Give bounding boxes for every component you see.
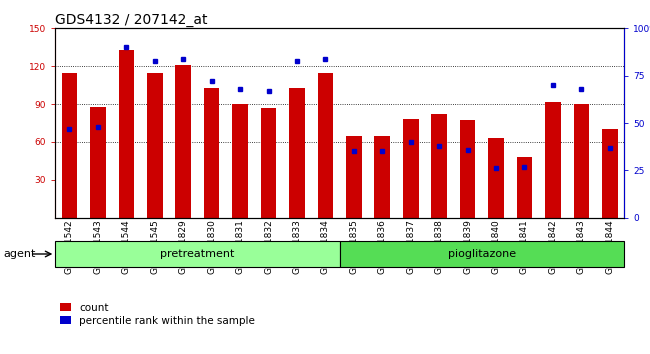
FancyBboxPatch shape xyxy=(55,241,339,267)
Bar xyxy=(204,88,220,218)
Bar xyxy=(545,102,561,218)
Bar xyxy=(432,114,447,218)
Bar xyxy=(90,107,106,218)
Bar xyxy=(232,104,248,218)
Bar xyxy=(460,120,475,218)
Bar xyxy=(118,50,134,218)
Bar xyxy=(346,136,361,218)
Bar xyxy=(573,104,589,218)
Text: GDS4132 / 207142_at: GDS4132 / 207142_at xyxy=(55,13,208,27)
Legend: count, percentile rank within the sample: count, percentile rank within the sample xyxy=(60,303,255,326)
Bar xyxy=(488,138,504,218)
Text: pioglitazone: pioglitazone xyxy=(448,249,516,259)
FancyBboxPatch shape xyxy=(339,241,624,267)
Bar xyxy=(261,108,276,218)
Bar xyxy=(374,136,390,218)
Bar xyxy=(147,73,162,218)
Bar xyxy=(403,119,419,218)
Bar xyxy=(62,73,77,218)
Bar xyxy=(176,65,191,218)
Bar xyxy=(517,157,532,218)
Bar xyxy=(289,88,305,218)
Bar xyxy=(318,73,333,218)
Bar xyxy=(602,129,617,218)
Text: agent: agent xyxy=(3,249,36,259)
Text: pretreatment: pretreatment xyxy=(161,249,235,259)
